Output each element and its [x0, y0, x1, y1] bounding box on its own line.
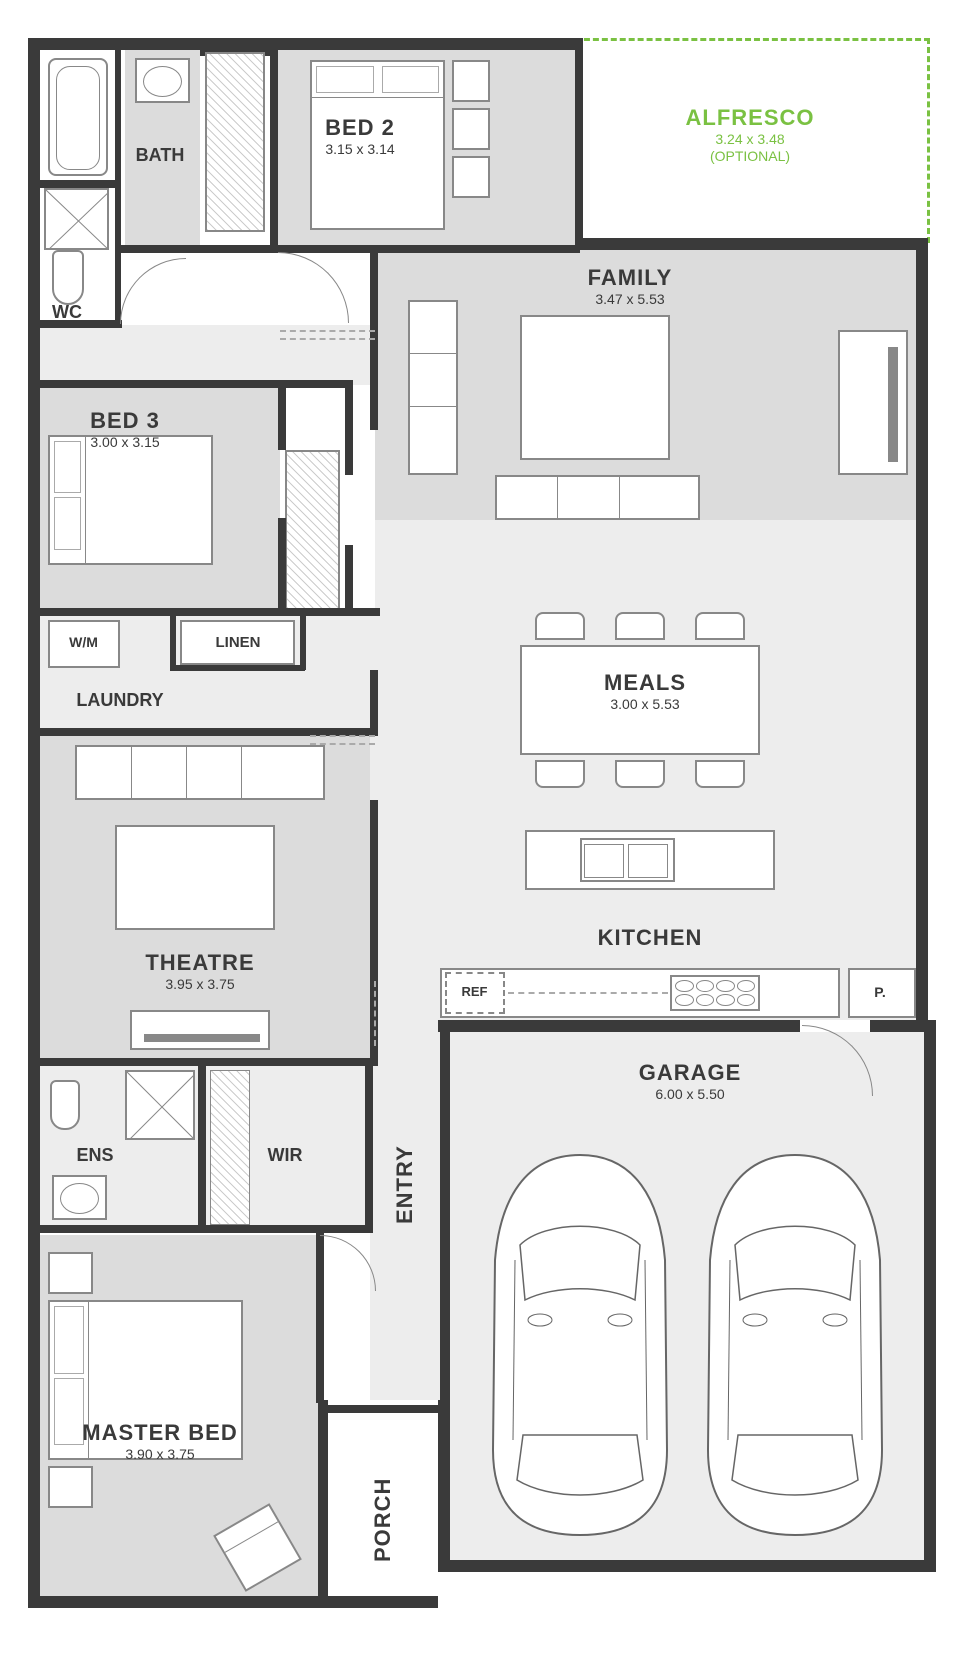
sink — [580, 838, 675, 882]
ens-basin — [52, 1175, 107, 1220]
wc-toilet — [52, 250, 84, 305]
chair — [695, 760, 745, 788]
door-arc — [320, 1235, 376, 1291]
entry-label: ENTRY — [392, 1120, 418, 1250]
kitchen-label: KITCHEN — [570, 925, 730, 951]
ref-label: REF — [452, 984, 497, 1000]
bed3-bed — [48, 435, 213, 565]
bed2-robe — [205, 52, 265, 232]
ens-toilet — [50, 1080, 80, 1130]
bath-basin — [135, 58, 190, 103]
chair — [615, 760, 665, 788]
theatre-sofa — [75, 745, 325, 800]
chair — [535, 760, 585, 788]
chair — [695, 612, 745, 640]
garage-label: GARAGE 6.00 x 5.50 — [590, 1060, 790, 1103]
bed2-side1 — [452, 60, 490, 102]
car-1 — [485, 1150, 675, 1540]
door-arc — [120, 258, 186, 324]
linen-label: LINEN — [188, 634, 288, 652]
cooktop — [670, 975, 760, 1011]
floor-plan: ALFRESCO 3.24 x 3.48 (OPTIONAL) — [20, 20, 933, 1643]
car-2 — [700, 1150, 890, 1540]
p-label: P. — [865, 984, 895, 1001]
family-tv — [838, 330, 908, 475]
family-label: FAMILY 3.47 x 5.53 — [530, 265, 730, 308]
wir-label: WIR — [250, 1145, 320, 1167]
entry-hall — [370, 735, 440, 1400]
door-arc — [278, 252, 349, 323]
ens-shower — [125, 1070, 195, 1140]
wm-label: W/M — [56, 634, 111, 651]
theatre-rug — [115, 825, 275, 930]
chair — [615, 612, 665, 640]
ens-label: ENS — [60, 1145, 130, 1167]
hall-1 — [40, 325, 370, 385]
bed2-label: BED 2 3.15 x 3.14 — [300, 115, 420, 158]
porch-label: PORCH — [370, 1460, 396, 1580]
laundry-label: LAUNDRY — [45, 690, 195, 712]
meals-label: MEALS 3.00 x 5.53 — [575, 670, 715, 713]
master-side1 — [48, 1252, 93, 1294]
bed2-side3 — [452, 156, 490, 198]
theatre-label: THEATRE 3.95 x 3.75 — [110, 950, 290, 993]
wir-shelving — [210, 1070, 250, 1225]
bathtub — [48, 58, 108, 176]
bath-shower — [44, 188, 109, 250]
master-label: MASTER BED 3.90 x 3.75 — [80, 1420, 240, 1463]
family-sofa-left — [408, 300, 458, 475]
family-sofa-bottom — [495, 475, 700, 520]
chair — [535, 612, 585, 640]
wc-label: WC — [42, 302, 92, 324]
theatre-tv — [130, 1010, 270, 1050]
bed2-side2 — [452, 108, 490, 150]
family-rug — [520, 315, 670, 460]
bed3-label: BED 3 3.00 x 3.15 — [65, 408, 185, 451]
bed3-robe — [285, 450, 340, 610]
bath-label: BATH — [120, 145, 200, 167]
master-side2 — [48, 1466, 93, 1508]
alfresco-label: ALFRESCO 3.24 x 3.48 (OPTIONAL) — [620, 105, 880, 165]
